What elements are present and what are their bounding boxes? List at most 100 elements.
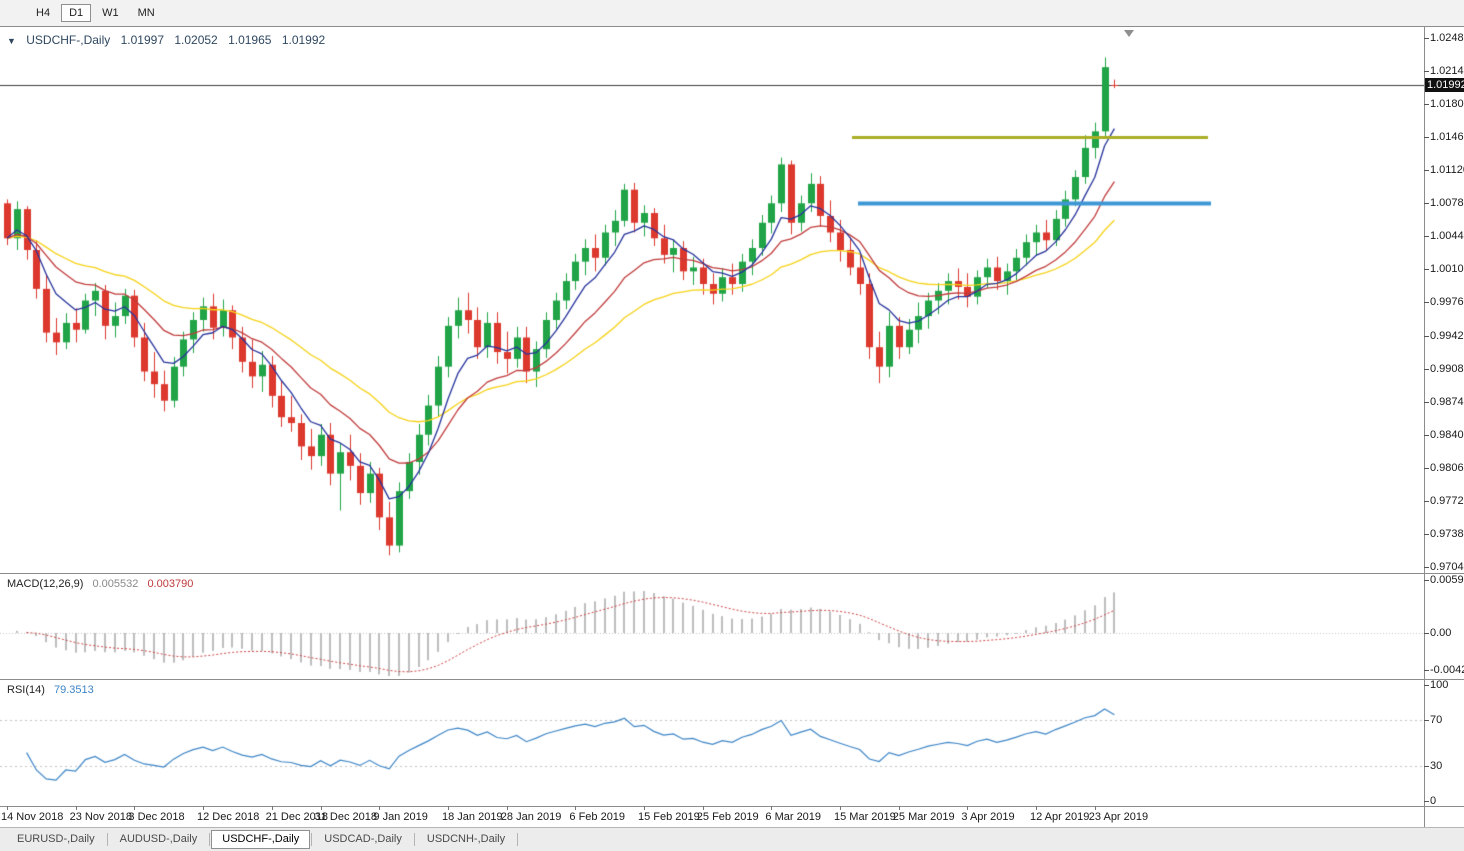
date-axis-tick [272, 806, 273, 810]
date-axis-tick [840, 806, 841, 810]
date-axis-tick [379, 806, 380, 810]
ohlc-open: 1.01997 [120, 33, 164, 47]
date-axis-label: 6 Mar 2019 [765, 811, 822, 823]
date-axis-tick [703, 806, 704, 810]
date-axis-label: 6 Feb 2019 [569, 811, 626, 823]
price-chart-canvas[interactable] [0, 27, 1424, 573]
date-axis-label: 14 Nov 2018 [1, 811, 64, 823]
axis-tick [1424, 336, 1429, 337]
axis-tick [1424, 369, 1429, 370]
tab-separator [209, 833, 211, 846]
timeframe-button-h4[interactable]: H4 [36, 7, 51, 19]
macd-axis-label: 0.00 [1430, 627, 1452, 639]
timeframe-button-d1[interactable]: D1 [61, 4, 92, 22]
date-axis-label: 23 Apr 2019 [1088, 811, 1149, 823]
price-axis-label: 1.00780 [1430, 197, 1464, 210]
ohlc-close: 1.01992 [281, 33, 326, 47]
axis-tick [1424, 402, 1429, 403]
axis-tick [1424, 203, 1429, 204]
axis-tick [1424, 633, 1429, 634]
timeframe-button-w1[interactable]: W1 [102, 7, 119, 19]
chart-tab-usdcad[interactable]: USDCAD-,Daily [324, 833, 402, 845]
price-axis-label: 1.02140 [1430, 65, 1464, 78]
date-axis-tick [76, 806, 77, 810]
date-axis-label: 3 Dec 2018 [128, 811, 185, 823]
tab-separator [517, 833, 519, 846]
axis-tick [1424, 38, 1429, 39]
axis-tick [1424, 269, 1429, 270]
pane-separator-macd[interactable] [0, 573, 1464, 574]
chart-symbol-label: USDCHF-,Daily [26, 33, 111, 47]
rsi-axis-label: 100 [1430, 679, 1449, 691]
symbol-dropdown-icon[interactable]: ▼ [7, 36, 16, 46]
rsi-name: RSI(14) [7, 684, 45, 696]
chart-shift-icon[interactable] [1124, 30, 1134, 37]
rsi-axis-label: 70 [1430, 713, 1443, 726]
price-axis-label: 1.02480 [1430, 32, 1464, 44]
tab-separator [413, 833, 415, 846]
date-axis-tick [1095, 806, 1096, 810]
timeframe-button-mn[interactable]: MN [137, 7, 155, 19]
chart-tab-audusd[interactable]: AUDUSD-,Daily [119, 833, 198, 845]
rsi-axis-label: 0 [1430, 795, 1437, 807]
date-axis-tick [134, 806, 135, 810]
tab-separator [311, 833, 313, 846]
rsi-value: 79.3513 [53, 684, 94, 696]
price-axis-label: 1.00440 [1430, 230, 1464, 243]
date-axis-tick [967, 806, 968, 810]
timeframe-toolbar: H4 D1 W1 MN [0, 0, 1464, 26]
date-axis-tick [1036, 806, 1037, 810]
rsi-axis-label: 30 [1430, 760, 1443, 773]
pane-separator-dates [0, 806, 1464, 807]
macd-indicator-canvas[interactable] [0, 574, 1424, 679]
price-axis-border [1424, 27, 1425, 828]
date-axis-label: 15 Mar 2019 [834, 811, 896, 823]
date-axis-label: 15 Feb 2019 [638, 811, 700, 823]
rsi-label: RSI(14) 79.3513 [7, 684, 100, 696]
axis-tick [1424, 137, 1429, 138]
axis-tick [1424, 236, 1429, 237]
chart-tab-usdchf[interactable]: USDCHF-,Daily [211, 830, 311, 849]
ohlc-low: 1.01965 [228, 33, 272, 47]
macd-label: MACD(12,26,9) 0.005532 0.003790 [7, 578, 199, 590]
date-axis-label: 25 Mar 2019 [892, 811, 955, 823]
date-axis-label: 12 Apr 2019 [1030, 811, 1090, 823]
axis-tick [1424, 468, 1429, 469]
chart-window: ▼ USDCHF-,Daily 1.01997 1.02052 1.01965 … [0, 26, 1464, 829]
date-axis-tick [507, 806, 508, 810]
axis-tick [1424, 801, 1429, 802]
axis-tick [1424, 435, 1429, 436]
date-axis-tick [899, 806, 900, 810]
chart-tab-usdcnh[interactable]: USDCNH-,Daily [426, 833, 506, 845]
axis-tick [1424, 685, 1429, 686]
chart-tabs-bar: EURUSD-,Daily AUDUSD-,Daily USDCHF-,Daily U… [0, 827, 1464, 851]
macd-axis-label: 0.005997 [1430, 574, 1464, 587]
date-axis-label: 23 Nov 2018 [69, 811, 132, 823]
axis-tick [1424, 170, 1429, 171]
axis-tick [1424, 534, 1429, 535]
chart-tab-eurusd[interactable]: EURUSD-,Daily [17, 833, 95, 845]
date-axis-label: 31 Dec 2018 [314, 811, 377, 823]
pane-separator-rsi[interactable] [0, 679, 1464, 680]
date-axis-tick [321, 806, 322, 810]
date-axis-label: 3 Apr 2019 [961, 811, 1015, 823]
date-axis-tick [575, 806, 576, 810]
macd-main-value: 0.005532 [92, 578, 139, 590]
date-axis-label: 9 Jan 2019 [373, 811, 428, 823]
axis-tick [1424, 567, 1429, 568]
axis-tick [1424, 766, 1429, 767]
axis-tick [1424, 302, 1429, 303]
rsi-indicator-canvas[interactable] [0, 680, 1424, 806]
axis-tick [1424, 71, 1429, 72]
date-axis-label: 21 Dec 2018 [265, 811, 328, 823]
ohlc-high: 1.02052 [174, 33, 218, 47]
axis-tick [1424, 501, 1429, 502]
